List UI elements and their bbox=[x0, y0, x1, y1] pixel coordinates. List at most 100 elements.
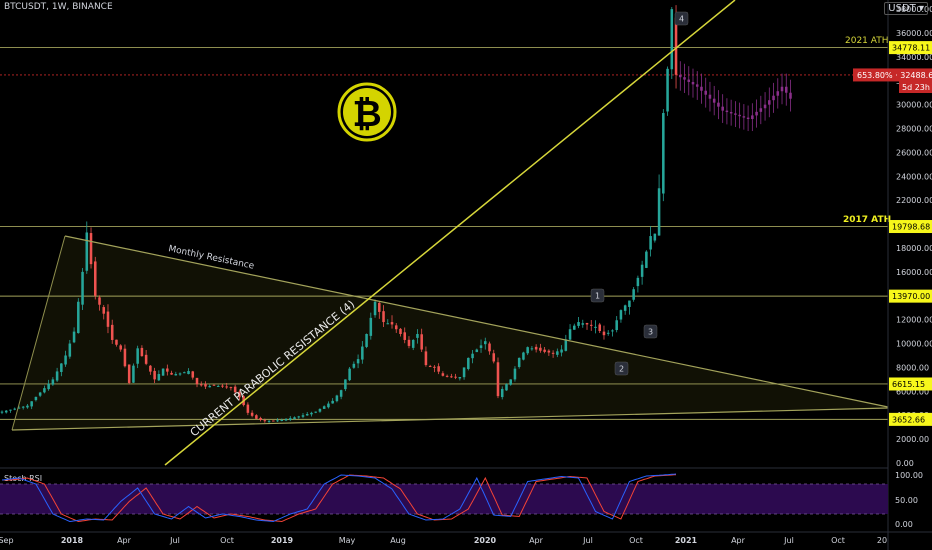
parabolic-resistance-line[interactable] bbox=[164, 0, 736, 466]
projection-body bbox=[784, 86, 788, 93]
candle-body bbox=[594, 326, 597, 328]
time-tick: 2019 bbox=[271, 536, 294, 545]
descending-triangle-zone bbox=[12, 236, 888, 430]
price-tick: 30000.00 bbox=[896, 101, 932, 110]
currency-label: USDT bbox=[888, 3, 916, 14]
wave-marker-3[interactable]: 3 bbox=[643, 324, 658, 339]
svg-text:₿: ₿ bbox=[352, 94, 381, 135]
support-trendline[interactable] bbox=[11, 407, 889, 431]
candle-body bbox=[60, 363, 63, 372]
projection-body bbox=[704, 90, 707, 95]
candle-body bbox=[585, 322, 589, 325]
symbol-title[interactable]: BTCUSDT, 1W, BINANCE bbox=[4, 2, 113, 12]
triangle-left-edge[interactable] bbox=[11, 235, 66, 431]
candle-body bbox=[250, 412, 254, 416]
price-tick: 12000.00 bbox=[896, 316, 932, 325]
candle-body bbox=[577, 322, 580, 326]
candle-body bbox=[666, 68, 669, 112]
candle-body bbox=[238, 391, 241, 398]
candle-body bbox=[157, 374, 161, 381]
candle-body bbox=[233, 386, 237, 393]
monthly-resistance-line[interactable] bbox=[64, 235, 889, 408]
candle-body bbox=[479, 345, 483, 348]
price-tick: 36000.00 bbox=[896, 29, 932, 38]
candle-body bbox=[568, 329, 572, 340]
currency-selector[interactable]: USDT ▾ bbox=[884, 2, 928, 15]
time-tick: 20 bbox=[877, 536, 887, 545]
candle-body bbox=[106, 311, 110, 327]
projection-body bbox=[780, 86, 784, 92]
svg-text:1: 1 bbox=[595, 292, 600, 301]
candle-body bbox=[297, 416, 301, 418]
candle-body bbox=[356, 359, 360, 364]
candle-body bbox=[551, 352, 555, 354]
price-level-tag bbox=[889, 289, 932, 303]
candle-body bbox=[450, 376, 453, 378]
stoch-rsi-d-line bbox=[2, 474, 677, 523]
projection-body bbox=[708, 94, 712, 99]
candle-body bbox=[517, 357, 521, 367]
candle-body bbox=[174, 374, 178, 376]
price-level-value: 3652.66 bbox=[892, 415, 925, 424]
svg-text:2: 2 bbox=[619, 365, 624, 374]
candle-body bbox=[47, 383, 50, 390]
price-level-tag bbox=[889, 41, 932, 55]
candle-body bbox=[115, 339, 118, 345]
wave-marker-4[interactable]: 4 bbox=[674, 11, 689, 26]
candle-body bbox=[539, 347, 542, 351]
rsi-tick-50: 50.00 bbox=[895, 496, 918, 505]
candle-body bbox=[216, 385, 220, 387]
candle-body bbox=[263, 420, 267, 422]
candle-body bbox=[195, 377, 199, 385]
candle-body bbox=[475, 349, 479, 353]
candle-body bbox=[492, 353, 496, 362]
candle-body bbox=[589, 324, 593, 326]
candle-body bbox=[543, 349, 546, 352]
candle-body bbox=[458, 377, 462, 379]
candle-body bbox=[488, 343, 491, 352]
candle-body bbox=[255, 415, 258, 419]
candle-body bbox=[127, 364, 131, 383]
candle-body bbox=[645, 251, 648, 268]
price-tick: 8000.00 bbox=[896, 363, 929, 372]
candle-body bbox=[149, 365, 152, 372]
candle-body bbox=[30, 401, 33, 407]
candle-body bbox=[513, 368, 517, 380]
price-tick: 28000.00 bbox=[896, 125, 932, 134]
price-level-value: 6615.15 bbox=[892, 380, 925, 389]
stoch-rsi-k-line bbox=[1, 473, 677, 523]
candle-body bbox=[9, 409, 12, 411]
candle-body bbox=[335, 395, 339, 402]
projection-body bbox=[755, 111, 758, 116]
wave-marker-1[interactable]: 1 bbox=[590, 288, 605, 303]
candle-body bbox=[199, 384, 203, 386]
candle-body bbox=[640, 264, 644, 277]
candle-body bbox=[212, 384, 216, 386]
candle-body bbox=[140, 347, 144, 357]
candle-body bbox=[51, 379, 55, 385]
candle-body bbox=[636, 277, 640, 287]
time-tick: Jul bbox=[783, 536, 794, 545]
projection-body bbox=[746, 117, 750, 119]
time-tick: Apr bbox=[117, 536, 132, 545]
svg-text:3: 3 bbox=[648, 328, 653, 337]
price-tick: 24000.00 bbox=[896, 172, 932, 181]
time-tick: Apr bbox=[731, 536, 746, 545]
time-axis[interactable]: Sep 2018 Apr Jul Oct 2019 May Aug 2020 Apr Jul Oct 2… bbox=[0, 536, 887, 545]
candle-body bbox=[373, 301, 377, 316]
price-level-value: 13970.00 bbox=[892, 292, 930, 301]
time-tick: Jul bbox=[582, 536, 593, 545]
candle-body bbox=[221, 385, 224, 387]
candle-body bbox=[93, 261, 97, 296]
candle-body bbox=[64, 355, 67, 365]
wave-marker-2[interactable]: 2 bbox=[614, 361, 629, 376]
ath-2021-label: 2021 ATH bbox=[845, 36, 889, 46]
candle-body bbox=[81, 271, 84, 305]
projection-body bbox=[759, 108, 763, 112]
candle-body bbox=[662, 113, 665, 194]
candle-body bbox=[348, 368, 351, 381]
price-level-value: 19798.68 bbox=[892, 223, 930, 232]
trendlines[interactable] bbox=[11, 0, 889, 466]
candle-body bbox=[522, 352, 525, 360]
